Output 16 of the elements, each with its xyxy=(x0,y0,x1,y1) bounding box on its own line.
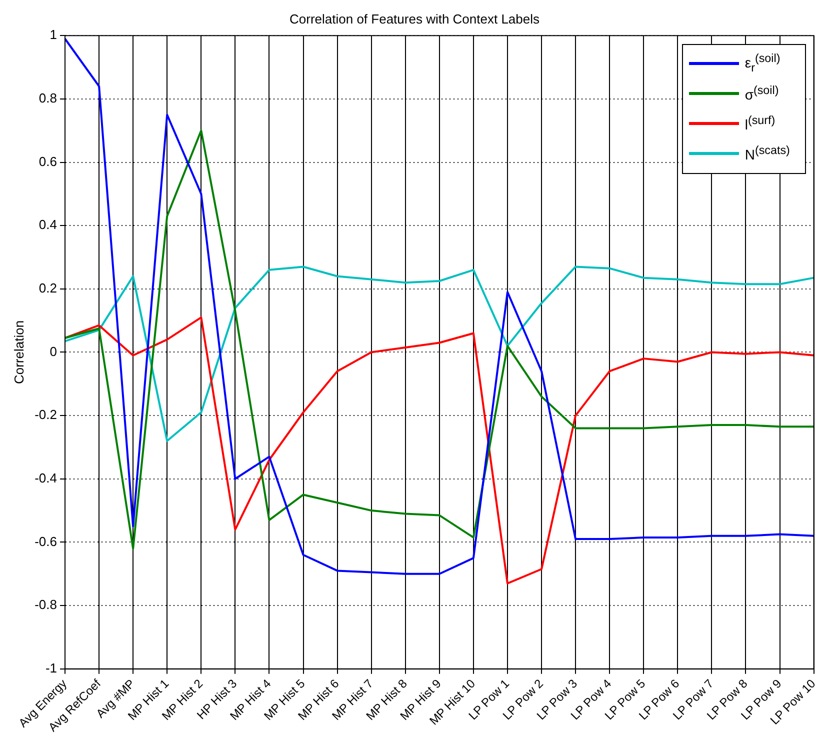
y-tick-label: -0.2 xyxy=(34,407,57,422)
chart-title: Correlation of Features with Context Labels xyxy=(289,11,540,26)
y-tick-label: -1 xyxy=(45,660,57,676)
y-tick-label: -0.4 xyxy=(34,470,57,486)
legend-label: σ$^{(soil)}$ xyxy=(744,84,779,103)
y-tick-label: 0.4 xyxy=(38,217,57,232)
y-axis-title: Correlation xyxy=(11,320,26,384)
legend-label: N$^{(scats)}$ xyxy=(744,144,790,163)
y-tick-label: 0.8 xyxy=(38,90,57,106)
y-tick-label: 1 xyxy=(50,27,57,42)
y-tick-label: -0.8 xyxy=(34,597,57,612)
y-tick-label: 0 xyxy=(50,344,57,359)
y-tick-label: -0.6 xyxy=(34,534,57,549)
y-tick-label: 0.6 xyxy=(38,154,57,169)
y-tick-label: 0.2 xyxy=(38,280,57,296)
legend-label: l$^{(surf)}$ xyxy=(744,114,776,133)
